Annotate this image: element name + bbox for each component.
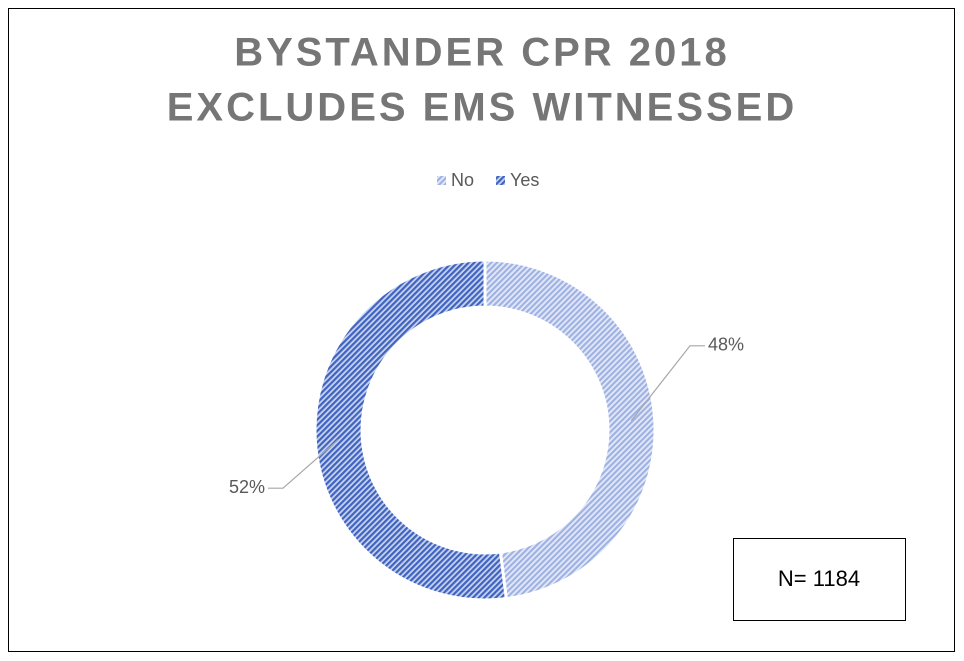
data-label: 52% xyxy=(229,477,265,497)
legend-swatch xyxy=(496,176,506,185)
legend-swatch xyxy=(437,176,446,185)
annotation-box xyxy=(733,538,906,621)
legend-label: No xyxy=(451,170,474,190)
chart-title: BYSTANDER CPR 2018 xyxy=(234,31,730,75)
data-label: 48% xyxy=(708,335,744,355)
leader-line xyxy=(630,345,705,422)
annotation: N= 1184 xyxy=(778,566,860,591)
donut-segment xyxy=(483,258,657,601)
chart-title: EXCLUDES EMS WITNESSED xyxy=(167,86,798,130)
leader-line xyxy=(268,438,340,489)
legend-label: Yes xyxy=(510,170,539,190)
donut-segment xyxy=(313,258,508,602)
